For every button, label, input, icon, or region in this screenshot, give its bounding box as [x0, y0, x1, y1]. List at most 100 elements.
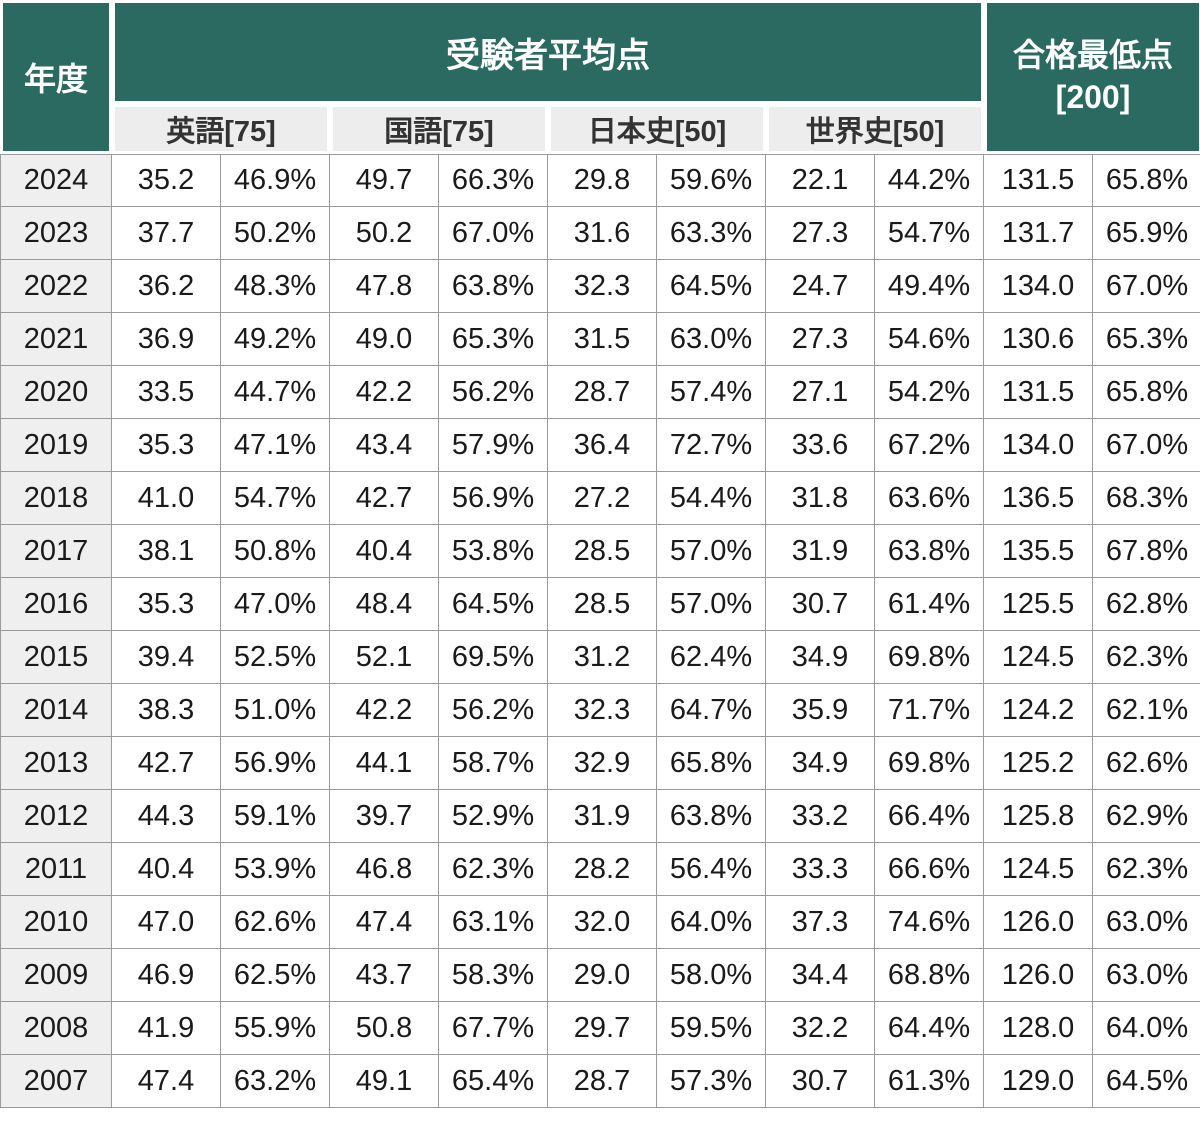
year-cell: 2015 [0, 631, 112, 684]
score-cell: 131.5 [984, 366, 1093, 419]
score-cell: 31.9 [766, 525, 875, 578]
score-cell: 32.3 [548, 260, 657, 313]
score-cell: 37.3 [766, 896, 875, 949]
year-cell: 2023 [0, 207, 112, 260]
percent-cell: 57.0% [657, 578, 766, 631]
score-cell: 35.9 [766, 684, 875, 737]
table-row: 2015 39.4 52.5% 52.1 69.5% 31.2 62.4% 34.9 69.8%… [0, 631, 1200, 684]
score-cell: 44.3 [112, 790, 221, 843]
percent-cell: 59.1% [221, 790, 330, 843]
percent-cell: 63.8% [657, 790, 766, 843]
percent-cell: 65.4% [439, 1055, 548, 1108]
score-cell: 40.4 [112, 843, 221, 896]
percent-cell: 64.7% [657, 684, 766, 737]
percent-cell: 59.6% [657, 154, 766, 207]
percent-cell: 63.0% [1093, 896, 1200, 949]
average-score-group-header: 受験者平均点 [112, 0, 984, 104]
score-cell: 47.4 [112, 1055, 221, 1108]
score-cell: 27.2 [548, 472, 657, 525]
score-cell: 36.4 [548, 419, 657, 472]
table-row: 2022 36.2 48.3% 47.8 63.8% 32.3 64.5% 24.7 49.4%… [0, 260, 1200, 313]
year-cell: 2012 [0, 790, 112, 843]
table-row: 2007 47.4 63.2% 49.1 65.4% 28.7 57.3% 30.7 61.3%… [0, 1055, 1200, 1108]
score-cell: 32.9 [548, 737, 657, 790]
table-row: 2011 40.4 53.9% 46.8 62.3% 28.2 56.4% 33.3 66.6%… [0, 843, 1200, 896]
percent-cell: 62.9% [1093, 790, 1200, 843]
percent-cell: 57.4% [657, 366, 766, 419]
group-header-row: 年度 受験者平均点 合格最低点 [200] [0, 0, 1200, 154]
percent-cell: 48.3% [221, 260, 330, 313]
score-cell: 31.2 [548, 631, 657, 684]
percent-cell: 69.8% [875, 737, 984, 790]
percent-cell: 46.9% [221, 154, 330, 207]
score-cell: 124.5 [984, 631, 1093, 684]
table-row: 2016 35.3 47.0% 48.4 64.5% 28.5 57.0% 30.7 61.4%… [0, 578, 1200, 631]
score-cell: 129.0 [984, 1055, 1093, 1108]
percent-cell: 59.5% [657, 1002, 766, 1055]
percent-cell: 63.2% [221, 1055, 330, 1108]
score-cell: 130.6 [984, 313, 1093, 366]
percent-cell: 63.0% [1093, 949, 1200, 1002]
score-cell: 46.9 [112, 949, 221, 1002]
percent-cell: 47.0% [221, 578, 330, 631]
percent-cell: 56.2% [439, 366, 548, 419]
percent-cell: 62.4% [657, 631, 766, 684]
minimum-passing-score-header: 合格最低点 [200] [984, 0, 1200, 154]
year-cell: 2009 [0, 949, 112, 1002]
percent-cell: 65.3% [439, 313, 548, 366]
score-cell: 34.4 [766, 949, 875, 1002]
percent-cell: 56.9% [439, 472, 548, 525]
year-cell: 2016 [0, 578, 112, 631]
year-cell: 2014 [0, 684, 112, 737]
year-cell: 2018 [0, 472, 112, 525]
percent-cell: 66.6% [875, 843, 984, 896]
percent-cell: 54.4% [657, 472, 766, 525]
percent-cell: 69.8% [875, 631, 984, 684]
percent-cell: 53.9% [221, 843, 330, 896]
year-cell: 2020 [0, 366, 112, 419]
percent-cell: 57.3% [657, 1055, 766, 1108]
score-cell: 27.1 [766, 366, 875, 419]
percent-cell: 62.5% [221, 949, 330, 1002]
score-cell: 32.0 [548, 896, 657, 949]
percent-cell: 67.2% [875, 419, 984, 472]
score-cell: 33.3 [766, 843, 875, 896]
percent-cell: 71.7% [875, 684, 984, 737]
score-cell: 124.2 [984, 684, 1093, 737]
percent-cell: 62.8% [1093, 578, 1200, 631]
score-cell: 31.6 [548, 207, 657, 260]
score-cell: 35.2 [112, 154, 221, 207]
percent-cell: 58.0% [657, 949, 766, 1002]
percent-cell: 62.6% [221, 896, 330, 949]
score-cell: 24.7 [766, 260, 875, 313]
year-cell: 2019 [0, 419, 112, 472]
score-cell: 125.5 [984, 578, 1093, 631]
percent-cell: 64.5% [1093, 1055, 1200, 1108]
score-cell: 31.8 [766, 472, 875, 525]
score-cell: 50.2 [330, 207, 439, 260]
score-cell: 33.6 [766, 419, 875, 472]
percent-cell: 49.4% [875, 260, 984, 313]
score-cell: 36.2 [112, 260, 221, 313]
score-cell: 33.2 [766, 790, 875, 843]
percent-cell: 55.9% [221, 1002, 330, 1055]
score-cell: 28.5 [548, 578, 657, 631]
percent-cell: 68.3% [1093, 472, 1200, 525]
table-row: 2021 36.9 49.2% 49.0 65.3% 31.5 63.0% 27.3 54.6%… [0, 313, 1200, 366]
table-row: 2024 35.2 46.9% 49.7 66.3% 29.8 59.6% 22.1 44.2%… [0, 154, 1200, 207]
score-cell: 28.2 [548, 843, 657, 896]
percent-cell: 51.0% [221, 684, 330, 737]
year-cell: 2007 [0, 1055, 112, 1108]
percent-cell: 62.1% [1093, 684, 1200, 737]
percent-cell: 56.4% [657, 843, 766, 896]
percent-cell: 67.7% [439, 1002, 548, 1055]
score-cell: 126.0 [984, 896, 1093, 949]
score-cell: 50.8 [330, 1002, 439, 1055]
percent-cell: 61.3% [875, 1055, 984, 1108]
percent-cell: 57.0% [657, 525, 766, 578]
percent-cell: 44.7% [221, 366, 330, 419]
percent-cell: 54.2% [875, 366, 984, 419]
percent-cell: 54.7% [875, 207, 984, 260]
percent-cell: 67.0% [439, 207, 548, 260]
